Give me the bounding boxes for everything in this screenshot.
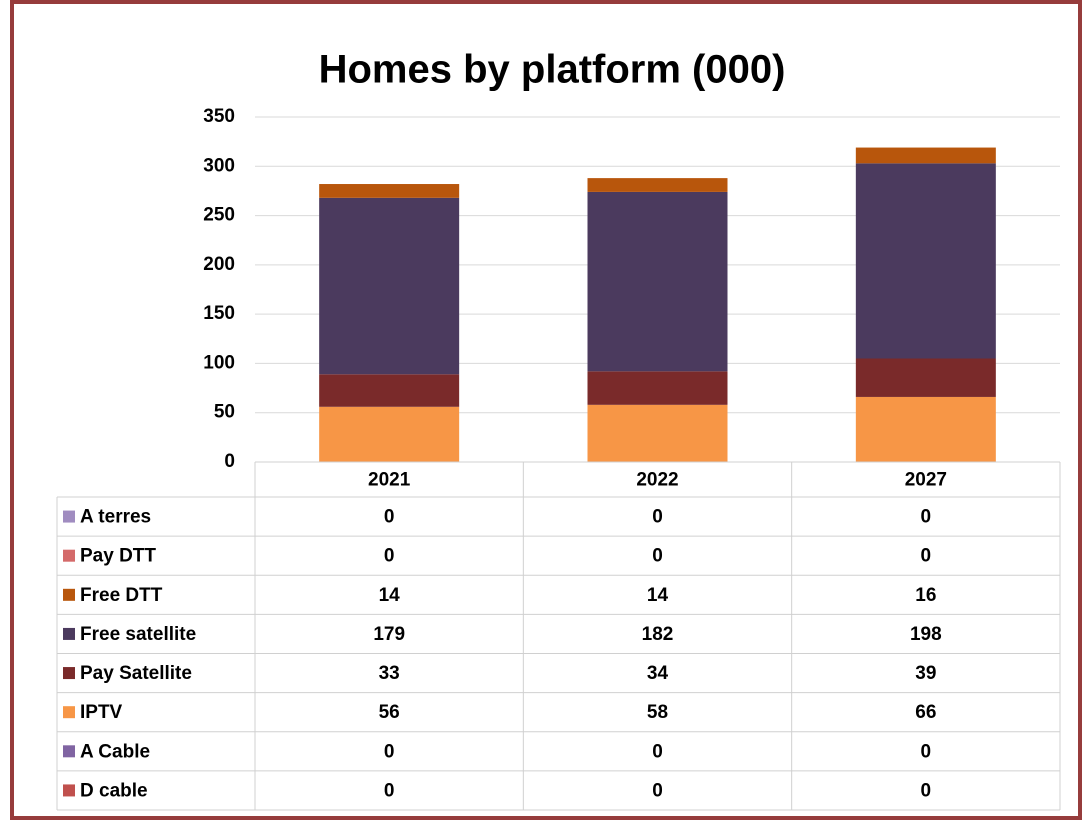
table-value: 0: [921, 780, 932, 801]
table-value: 0: [921, 507, 932, 528]
table-value: 182: [642, 624, 674, 645]
x-tick-label: 2022: [636, 470, 678, 491]
table-value: 34: [647, 663, 669, 684]
table-value: 0: [384, 780, 395, 801]
y-tick-label: 200: [203, 254, 235, 275]
table-value: 16: [915, 585, 936, 606]
legend-swatch: [63, 549, 75, 562]
legend-label: Pay Satellite: [80, 663, 192, 684]
table-value: 0: [921, 741, 932, 762]
bar-segment: [855, 163, 996, 359]
y-tick-label: 250: [203, 205, 235, 226]
legend-label: Pay DTT: [80, 546, 156, 567]
legend-label: Free satellite: [80, 624, 196, 645]
table-value: 0: [384, 507, 395, 528]
legend-label: D cable: [80, 780, 148, 801]
y-tick-label: 300: [203, 155, 235, 176]
y-tick-label: 50: [214, 402, 235, 423]
bar-segment: [587, 178, 728, 192]
table-value: 14: [379, 585, 401, 606]
bar-segment: [319, 406, 460, 462]
chart-title: Homes by platform (000): [319, 48, 786, 92]
bar-segment: [587, 404, 728, 462]
y-tick-label: 100: [203, 352, 235, 373]
bar-segment: [855, 396, 996, 462]
table-value: 0: [652, 780, 663, 801]
legend-swatch: [63, 510, 75, 523]
legend-swatch: [63, 627, 75, 640]
legend-label: A Cable: [80, 741, 150, 762]
table-value: 66: [915, 702, 936, 723]
legend-label: Free DTT: [80, 585, 163, 606]
bar-segment: [587, 191, 728, 372]
table-value: 56: [379, 702, 400, 723]
legend-swatch: [63, 588, 75, 601]
legend-swatch: [63, 784, 75, 797]
table-value: 0: [384, 546, 395, 567]
bar-segment: [587, 371, 728, 405]
table-value: 58: [647, 702, 668, 723]
table-value: 0: [384, 741, 395, 762]
legend-swatch: [63, 706, 75, 719]
table-value: 198: [910, 624, 942, 645]
y-tick-label: 0: [224, 451, 235, 472]
table-value: 0: [652, 507, 663, 528]
y-tick-label: 150: [203, 303, 235, 324]
x-tick-label: 2021: [368, 470, 411, 491]
legend-swatch: [63, 667, 75, 680]
table-value: 33: [379, 663, 400, 684]
legend-label: A terres: [80, 507, 151, 528]
table-value: 39: [915, 663, 936, 684]
y-tick-label: 350: [203, 106, 235, 127]
table-value: 0: [921, 546, 932, 567]
x-tick-label: 2027: [905, 470, 947, 491]
table-value: 179: [373, 624, 405, 645]
bar-segment: [319, 197, 460, 375]
table-value: 0: [652, 546, 663, 567]
bar-segment: [855, 147, 996, 164]
bar-segment: [319, 184, 460, 198]
legend-label: IPTV: [80, 702, 123, 723]
bar-segment: [319, 374, 460, 407]
legend-swatch: [63, 745, 75, 758]
table-value: 0: [652, 741, 663, 762]
table-value: 14: [647, 585, 669, 606]
bar-segment: [855, 358, 996, 397]
